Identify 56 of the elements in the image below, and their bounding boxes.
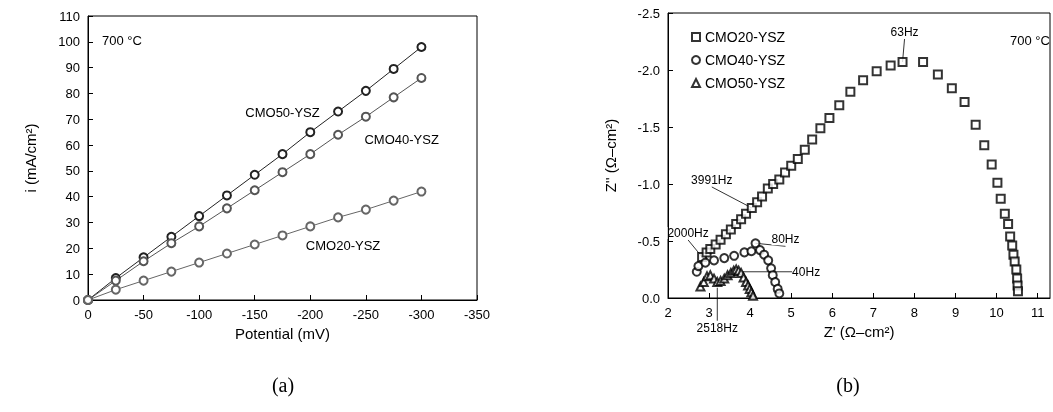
x-tick-label: -300	[408, 307, 435, 322]
y-tick-label: 0.0	[641, 290, 660, 306]
y-tick-label: 20	[65, 240, 80, 256]
annotation: 700 °C	[102, 32, 142, 48]
legend-label: CMO20-YSZ	[705, 29, 786, 45]
annotation: 700 °C	[1010, 32, 1050, 48]
text: (a)	[271, 374, 295, 397]
y-tick-label: 40	[65, 189, 80, 205]
annotation: 3991Hz	[691, 172, 733, 187]
x-tick-label: -150	[241, 307, 268, 322]
x-tick-label: 2	[664, 305, 672, 320]
y-tick-label: -1.5	[637, 119, 660, 135]
x-axis-title: Potential (mV)	[234, 324, 331, 342]
y-tick-label: 90	[65, 60, 80, 76]
x-tick-label: 3	[705, 305, 713, 320]
x-tick-label: 4	[746, 305, 754, 320]
y-tick-label: 80	[65, 85, 80, 101]
y-axis-title: Z'' (Ω–cm²)	[602, 118, 619, 193]
x-tick-label: 10	[989, 305, 1004, 320]
y-tick-label: 10	[65, 266, 80, 282]
y-tick-label: 0	[72, 292, 80, 308]
y-tick-label: -2.0	[637, 62, 660, 78]
y-axis-title: i (mA/cm²)	[22, 123, 39, 193]
x-tick-label: 11	[1030, 305, 1045, 320]
legend-label: CMO40-YSZ	[705, 52, 786, 68]
annotation: 40Hz	[792, 264, 821, 279]
x-axis-title: Z' (Ω–cm²)	[823, 322, 895, 340]
y-tick-label: 30	[65, 215, 80, 231]
annotation: 2000Hz	[667, 225, 709, 240]
annotation: 2518Hz	[696, 320, 738, 335]
x-tick-label: 6	[828, 305, 836, 320]
y-tick-label: 60	[65, 137, 80, 153]
x-tick-label: 5	[787, 305, 795, 320]
text: (b)	[836, 374, 860, 397]
x-tick-label: -100	[186, 307, 213, 322]
y-tick-label: -0.5	[637, 233, 660, 249]
x-tick-label: 8	[910, 305, 919, 320]
y-tick-label: -2.5	[637, 5, 660, 21]
x-tick-label: -50	[134, 307, 153, 322]
x-tick-label: -200	[297, 307, 324, 322]
y-tick-label: -1.0	[637, 176, 660, 192]
x-tick-label: -250	[352, 307, 379, 322]
annotation: 80Hz	[771, 232, 800, 247]
x-tick-label: -350	[463, 307, 491, 322]
y-tick-label: 110	[59, 8, 80, 24]
x-tick-label: 9	[951, 305, 960, 320]
x-tick-label: 0	[84, 307, 92, 322]
series-label: CMO50-YSZ	[245, 104, 320, 120]
y-tick-label: 100	[58, 34, 80, 50]
y-tick-label: 50	[65, 163, 80, 179]
annotation: 63Hz	[890, 25, 919, 40]
x-tick-label: 7	[869, 305, 877, 320]
series-label: CMO40-YSZ	[364, 131, 439, 147]
y-tick-label: 70	[65, 111, 80, 127]
legend-label: CMO50-YSZ	[705, 75, 786, 91]
series-label: CMO20-YSZ	[305, 237, 381, 253]
